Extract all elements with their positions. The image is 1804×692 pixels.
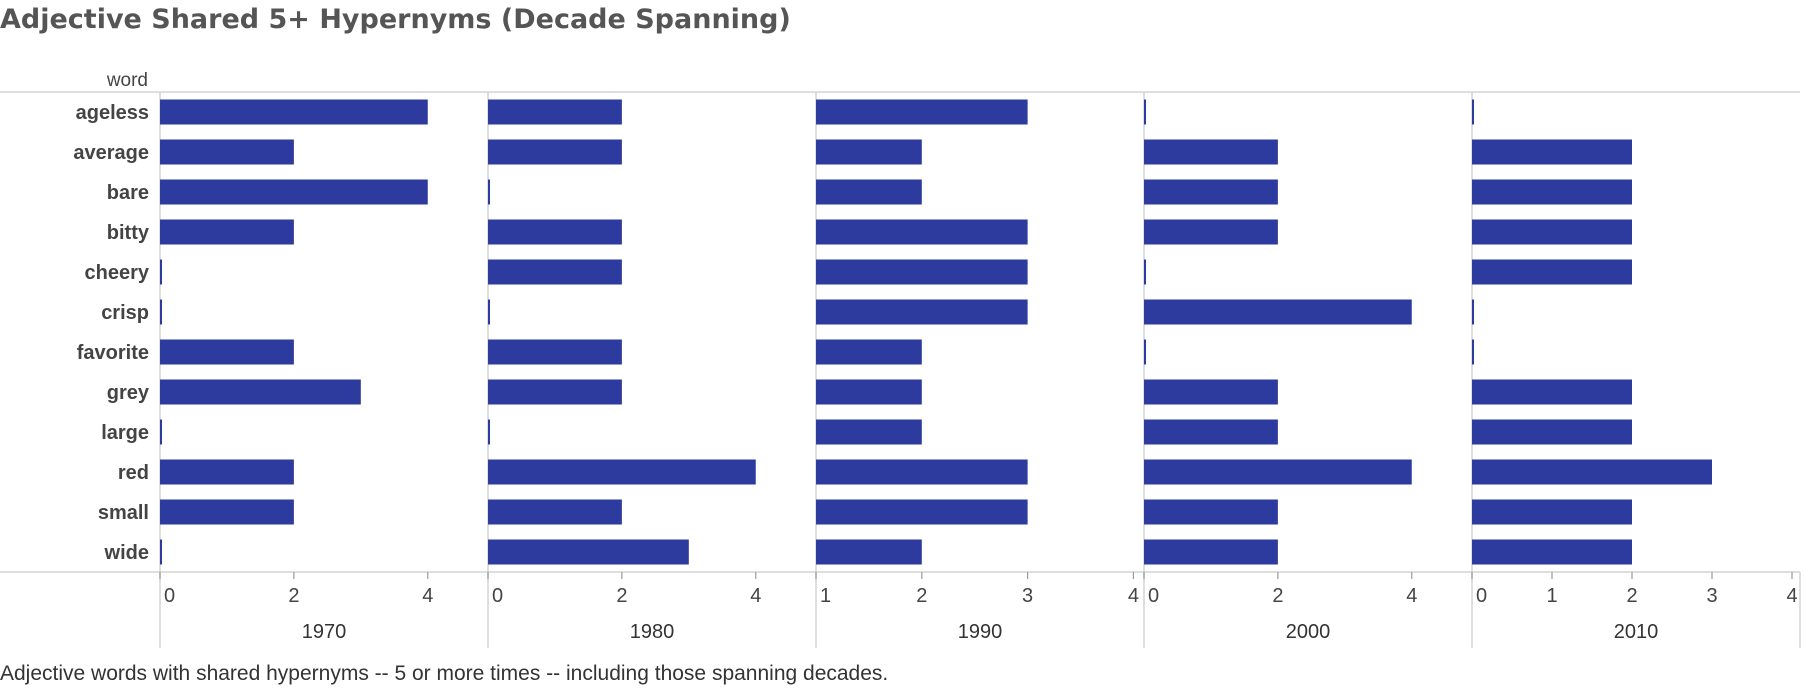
bar-2000-large <box>1144 419 1278 445</box>
bar-1970-red <box>160 459 294 485</box>
bar-2010-bare <box>1472 179 1632 205</box>
bar-1970-wide <box>160 539 162 565</box>
row-label-red: red <box>118 462 149 484</box>
bar-1990-bitty <box>816 219 1028 245</box>
bar-1990-ageless <box>816 99 1028 125</box>
x-tick-label: 1 <box>820 585 831 607</box>
bar-1980-ageless <box>488 99 622 125</box>
x-tick-label: 3 <box>1022 585 1033 607</box>
bar-1970-average <box>160 139 294 165</box>
bar-2010-average <box>1472 139 1632 165</box>
bar-1990-crisp <box>816 299 1028 325</box>
row-label-average: average <box>73 142 149 164</box>
bar-2010-wide <box>1472 539 1632 565</box>
x-tick-label: 2 <box>1626 585 1637 607</box>
chart-caption: Adjective words with shared hypernyms --… <box>0 662 889 685</box>
bar-1970-grey <box>160 379 361 405</box>
bar-2000-grey <box>1144 379 1278 405</box>
bar-2000-average <box>1144 139 1278 165</box>
x-tick-label: 2 <box>916 585 927 607</box>
bar-1980-grey <box>488 379 622 405</box>
bar-2000-favorite <box>1144 339 1146 365</box>
bar-1970-large <box>160 419 162 445</box>
bar-1980-red <box>488 459 756 485</box>
x-tick-label: 1 <box>1546 585 1557 607</box>
bar-1990-cheery <box>816 259 1028 285</box>
bar-2010-ageless <box>1472 99 1474 125</box>
bar-1970-small <box>160 499 294 525</box>
bar-1990-small <box>816 499 1028 525</box>
bar-1980-cheery <box>488 259 622 285</box>
bar-1980-favorite <box>488 339 622 365</box>
bar-2010-favorite <box>1472 339 1474 365</box>
row-header: word <box>106 70 148 91</box>
bar-1980-small <box>488 499 622 525</box>
panel-label-1970: 1970 <box>302 621 347 643</box>
x-tick-label: 4 <box>422 585 433 607</box>
bar-1980-average <box>488 139 622 165</box>
row-label-grey: grey <box>107 382 150 404</box>
bar-2000-wide <box>1144 539 1278 565</box>
bar-1990-favorite <box>816 339 922 365</box>
bar-chart: word ageless average bare bitty cheery crisp fa… <box>0 70 1801 648</box>
bar-2010-small <box>1472 499 1632 525</box>
x-tick-label: 3 <box>1706 585 1717 607</box>
row-label-favorite: favorite <box>77 342 149 364</box>
bar-1970-crisp <box>160 299 162 325</box>
bar-1990-large <box>816 419 922 445</box>
bar-1980-wide <box>488 539 689 565</box>
bar-1980-bare <box>488 179 490 205</box>
row-label-large: large <box>101 422 149 444</box>
bar-2000-bitty <box>1144 219 1278 245</box>
bar-2010-crisp <box>1472 299 1474 325</box>
bar-2010-cheery <box>1472 259 1632 285</box>
bar-1980-large <box>488 419 490 445</box>
bar-2010-red <box>1472 459 1712 485</box>
bar-2000-small <box>1144 499 1278 525</box>
x-tick-label: 4 <box>750 585 761 607</box>
bar-1970-favorite <box>160 339 294 365</box>
bar-1970-ageless <box>160 99 428 125</box>
bar-2010-grey <box>1472 379 1632 405</box>
bar-1990-wide <box>816 539 922 565</box>
row-label-ageless: ageless <box>76 102 149 124</box>
panel-label-2010: 2010 <box>1614 621 1659 643</box>
bar-2000-cheery <box>1144 259 1146 285</box>
x-tick-label: 4 <box>1406 585 1417 607</box>
row-label-bare: bare <box>107 182 149 204</box>
bar-1990-average <box>816 139 922 165</box>
bar-2000-red <box>1144 459 1412 485</box>
x-tick-label: 0 <box>492 585 503 607</box>
bar-2000-bare <box>1144 179 1278 205</box>
row-label-cheery: cheery <box>85 262 150 284</box>
bar-1970-cheery <box>160 259 162 285</box>
bar-2000-crisp <box>1144 299 1412 325</box>
bar-1970-bitty <box>160 219 294 245</box>
x-tick-label: 2 <box>616 585 627 607</box>
bar-1970-bare <box>160 179 428 205</box>
x-tick-label: 0 <box>164 585 175 607</box>
x-tick-label: 0 <box>1476 585 1487 607</box>
row-label-bitty: bitty <box>107 222 150 244</box>
x-tick-label: 2 <box>288 585 299 607</box>
panel-label-1980: 1980 <box>630 621 675 643</box>
bar-1990-red <box>816 459 1028 485</box>
chart-title: Adjective Shared 5+ Hypernyms (Decade Sp… <box>0 4 791 35</box>
x-tick-label: 4 <box>1786 585 1797 607</box>
bar-1980-bitty <box>488 219 622 245</box>
panel-label-1990: 1990 <box>958 621 1003 643</box>
x-tick-label: 0 <box>1148 585 1159 607</box>
bar-1980-crisp <box>488 299 490 325</box>
panel-label-2000: 2000 <box>1286 621 1331 643</box>
bar-2010-bitty <box>1472 219 1632 245</box>
x-tick-label: 4 <box>1128 585 1139 607</box>
x-tick-label: 2 <box>1272 585 1283 607</box>
bar-1990-bare <box>816 179 922 205</box>
bar-2000-ageless <box>1144 99 1146 125</box>
row-label-small: small <box>98 502 149 524</box>
bar-1990-grey <box>816 379 922 405</box>
row-label-wide: wide <box>104 542 149 564</box>
bar-2010-large <box>1472 419 1632 445</box>
row-label-crisp: crisp <box>101 302 149 324</box>
